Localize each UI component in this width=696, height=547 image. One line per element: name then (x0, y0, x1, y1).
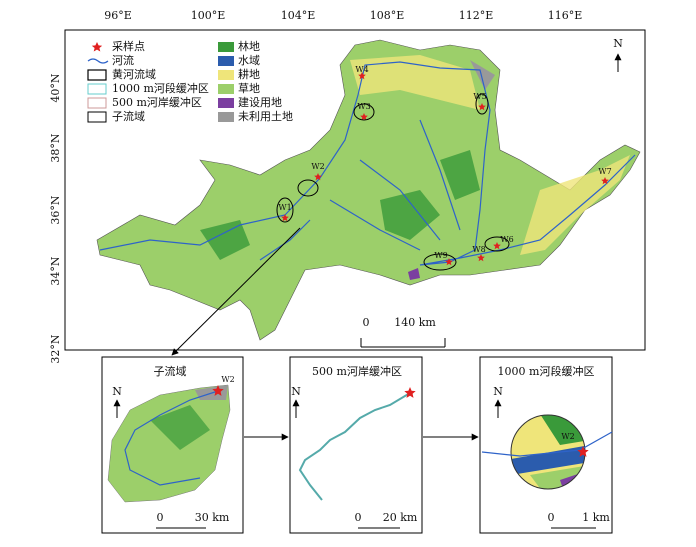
legend-label: 耕地 (238, 67, 260, 81)
scale-label: 1 km (582, 511, 610, 524)
inset-riparian: 0 20 km (289, 356, 423, 534)
lat-label: 36°N (49, 195, 62, 224)
subbasin-shape (107, 384, 231, 503)
site-marker (314, 173, 322, 181)
scale-zero: 0 (363, 316, 370, 329)
legend-label: 林地 (238, 39, 260, 53)
legend-label: 未利用土地 (238, 110, 293, 123)
subbasin-outline (423, 253, 457, 271)
site-marker (445, 258, 453, 266)
inset-title: 500 m河岸缓冲区 (312, 364, 402, 378)
lon-label: 108°E (370, 9, 405, 22)
site-label: W2 (311, 162, 324, 171)
lat-label: 38°N (49, 133, 62, 162)
subbasin-outline (353, 103, 375, 121)
legend-label: 草地 (238, 82, 260, 95)
site-marker (601, 177, 609, 185)
lon-label: 96°E (104, 9, 132, 22)
scale-label: 30 km (195, 511, 230, 524)
lon-label: 112°E (459, 9, 494, 22)
scale-label: 140 km (394, 316, 436, 329)
lat-label: 34°N (49, 256, 62, 285)
subbasin-outline (484, 236, 510, 252)
scale-zero: 0 (157, 511, 164, 524)
site-label: W9 (434, 251, 447, 260)
legend (87, 42, 234, 123)
legend-label: 河流 (112, 53, 134, 67)
site-label: W2 (221, 375, 234, 384)
site-label: W1 (278, 203, 291, 212)
north-label: N (291, 385, 301, 398)
lat-label: 32°N (49, 334, 62, 363)
legend-label: 1000 m河段缓冲区 (112, 81, 209, 95)
legend-label: 黄河流域 (112, 67, 156, 81)
legend-500 (87, 97, 107, 109)
scale-zero: 0 (355, 511, 362, 524)
site-marker (404, 387, 416, 398)
legend-basin (87, 69, 107, 81)
basin (96, 39, 641, 341)
site-marker (358, 72, 366, 80)
site-marker (360, 113, 368, 121)
legend-label: 采样点 (112, 39, 145, 53)
legend-swatch (218, 112, 234, 122)
legend-star (91, 42, 103, 52)
inset-title: 1000 m河段缓冲区 (498, 364, 595, 378)
inset-reach: 0 1 km (479, 356, 613, 534)
site-marker (493, 242, 501, 250)
legend-label: 子流域 (112, 109, 145, 123)
link-arrow (171, 227, 301, 356)
site-label: W3 (357, 102, 370, 111)
lon-label: 104°E (281, 9, 316, 22)
site-marker (281, 214, 289, 222)
site-label: W8 (472, 245, 485, 254)
legend-label: 建设用地 (238, 95, 282, 109)
site-marker (212, 385, 224, 396)
scale-zero: 0 (548, 511, 555, 524)
subbasin-outline (276, 197, 294, 223)
site-label: W4 (355, 65, 368, 74)
legend-swatch (218, 98, 234, 108)
site-label: W2 (561, 432, 574, 441)
subbasin-outline (475, 93, 489, 115)
legend-swatch (218, 70, 234, 80)
lon-label: 116°E (548, 9, 583, 22)
north-label: N (493, 385, 503, 398)
legend-swatch (218, 56, 234, 66)
map-frame (64, 29, 646, 351)
scale-label: 20 km (383, 511, 418, 524)
legend-swatch (218, 42, 234, 52)
lat-label: 40°N (49, 73, 62, 102)
legend-sub (87, 111, 107, 123)
legend-1000 (87, 83, 107, 95)
subbasin-outline (297, 179, 319, 197)
inset-title: 子流域 (154, 364, 187, 378)
legend-label: 水域 (238, 54, 260, 67)
north-label: N (613, 37, 623, 50)
site-label: W5 (473, 92, 486, 101)
site-label: W7 (598, 167, 611, 176)
site-marker (477, 254, 485, 262)
legend-label: 500 m河岸缓冲区 (112, 95, 202, 109)
north-label: N (112, 385, 122, 398)
site-marker (478, 103, 486, 111)
site-marker (577, 446, 589, 457)
lon-label: 100°E (191, 9, 226, 22)
inset-subbasin: 0 30 km (101, 356, 244, 534)
legend-swatch (218, 84, 234, 94)
tributary (259, 119, 461, 261)
legend-river (87, 58, 109, 64)
